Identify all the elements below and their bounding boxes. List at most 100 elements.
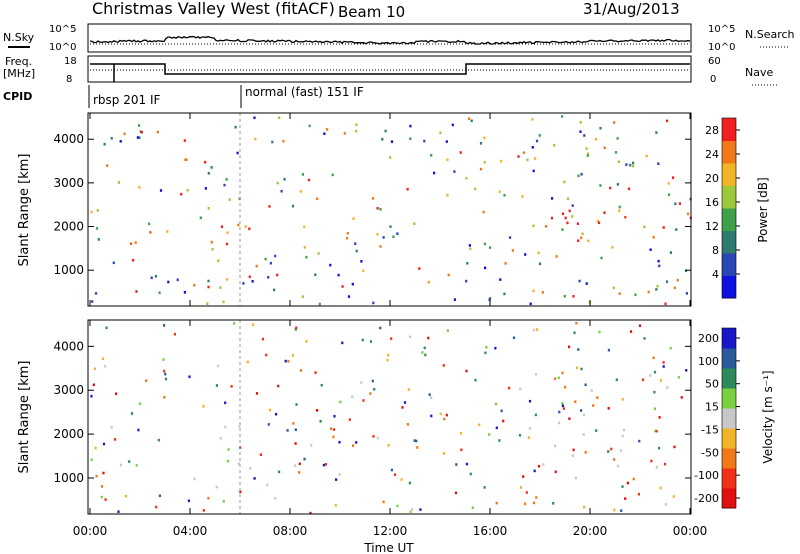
noise-cell bbox=[494, 402, 498, 406]
noise-cell bbox=[645, 154, 648, 158]
noise-cell bbox=[567, 197, 570, 201]
noise-cell bbox=[574, 476, 577, 480]
noise-cell bbox=[551, 197, 554, 200]
noise-cell bbox=[265, 353, 268, 357]
noise-cell bbox=[474, 378, 477, 382]
noise-cell bbox=[320, 383, 323, 387]
data-cell bbox=[149, 231, 152, 234]
noise-cell bbox=[561, 212, 565, 216]
noise-cell bbox=[202, 405, 205, 408]
noise-cell bbox=[563, 294, 566, 298]
noise-cell bbox=[406, 423, 409, 426]
noise-cell bbox=[409, 137, 412, 140]
colorbar-segment bbox=[722, 118, 736, 141]
power-y-axis: 1000 2000 3000 4000 bbox=[53, 132, 691, 277]
noise-tick-high-right: 10^5 bbox=[708, 24, 735, 35]
power-y-axis-label: Slant Range [km] bbox=[17, 154, 32, 267]
noise-cell bbox=[583, 134, 586, 137]
noise-cell bbox=[372, 301, 375, 305]
noise-cell bbox=[102, 442, 106, 446]
noise-cell bbox=[421, 351, 424, 354]
noise-cell bbox=[403, 401, 407, 404]
noise-cell bbox=[220, 225, 224, 228]
noise-cell bbox=[643, 337, 646, 340]
noise-cell bbox=[255, 392, 259, 395]
noise-cell bbox=[522, 475, 525, 478]
noise-cell bbox=[309, 511, 312, 515]
noise-cell bbox=[498, 190, 501, 193]
noise-cell bbox=[665, 280, 669, 283]
noise-cell bbox=[599, 126, 602, 130]
noise-cell bbox=[372, 435, 375, 438]
noise-cell bbox=[532, 328, 535, 332]
noise-cell bbox=[615, 378, 618, 381]
noise-cell bbox=[314, 371, 317, 374]
noise-cell bbox=[562, 407, 565, 410]
noise-cell bbox=[439, 131, 442, 135]
noise-cell bbox=[616, 137, 619, 140]
colorbar-tick-label: 50 bbox=[705, 378, 719, 391]
noise-cell bbox=[162, 358, 165, 361]
noise-cell bbox=[684, 269, 688, 273]
noise-cell bbox=[280, 189, 283, 193]
noise-cell bbox=[446, 329, 449, 332]
noise-cell bbox=[278, 470, 281, 474]
noise-cell bbox=[233, 322, 236, 325]
noise-cell bbox=[621, 398, 624, 401]
noise-cell bbox=[164, 377, 168, 381]
noise-cell bbox=[173, 332, 176, 336]
noise-cell bbox=[520, 486, 523, 489]
noise-cell bbox=[409, 124, 412, 128]
noise-cell bbox=[634, 293, 637, 297]
noise-cell bbox=[582, 433, 585, 436]
noise-cell bbox=[528, 399, 532, 403]
colorbar-segment bbox=[722, 328, 736, 349]
noise-cell bbox=[465, 279, 468, 283]
power-colorbar-label: Power [dB] bbox=[756, 177, 770, 242]
colorbar-tick-label: 20 bbox=[705, 172, 719, 185]
noise-cell bbox=[314, 273, 317, 276]
noise-cell bbox=[206, 302, 209, 305]
power-data-layer bbox=[90, 113, 692, 306]
data-cell bbox=[215, 485, 218, 489]
noise-cell bbox=[338, 473, 341, 476]
noise-cell bbox=[419, 508, 422, 511]
noise-cell bbox=[223, 183, 226, 187]
noise-cell bbox=[495, 501, 498, 505]
colorbar-tick-label: 12 bbox=[705, 220, 719, 233]
noise-search-label: N.Search bbox=[745, 28, 795, 41]
noise-cell bbox=[277, 384, 280, 388]
noise-cell bbox=[185, 158, 188, 161]
noise-cell bbox=[287, 359, 290, 363]
noise-cell bbox=[210, 240, 213, 244]
noise-cell bbox=[360, 381, 363, 384]
noise-cell bbox=[348, 418, 351, 421]
colorbar-tick-label: 28 bbox=[705, 124, 719, 137]
noise-cell bbox=[673, 445, 676, 449]
noise-cell bbox=[137, 428, 140, 432]
noise-cell bbox=[521, 195, 524, 198]
noise-cell bbox=[600, 256, 603, 260]
noise-cell bbox=[379, 245, 382, 248]
noise-cell bbox=[584, 383, 587, 387]
noise-cell bbox=[525, 491, 528, 494]
noise-cell bbox=[509, 236, 512, 239]
noise-cell bbox=[163, 324, 166, 327]
noise-cell bbox=[577, 348, 580, 351]
noise-cell bbox=[136, 136, 139, 139]
noise-cell bbox=[609, 186, 612, 190]
velocity-plot-background bbox=[88, 320, 691, 514]
noise-cell bbox=[128, 460, 131, 463]
noise-cell bbox=[568, 209, 571, 213]
noise-cell bbox=[659, 379, 663, 382]
noise-cell bbox=[625, 163, 628, 166]
noise-cell bbox=[580, 409, 583, 412]
noise-cell bbox=[352, 217, 355, 220]
noise-cell bbox=[495, 426, 498, 430]
noise-cell bbox=[259, 453, 262, 456]
noise-cell bbox=[139, 130, 142, 133]
noise-cell bbox=[305, 340, 308, 343]
noise-cell bbox=[294, 328, 297, 331]
noise-cell bbox=[576, 222, 579, 225]
